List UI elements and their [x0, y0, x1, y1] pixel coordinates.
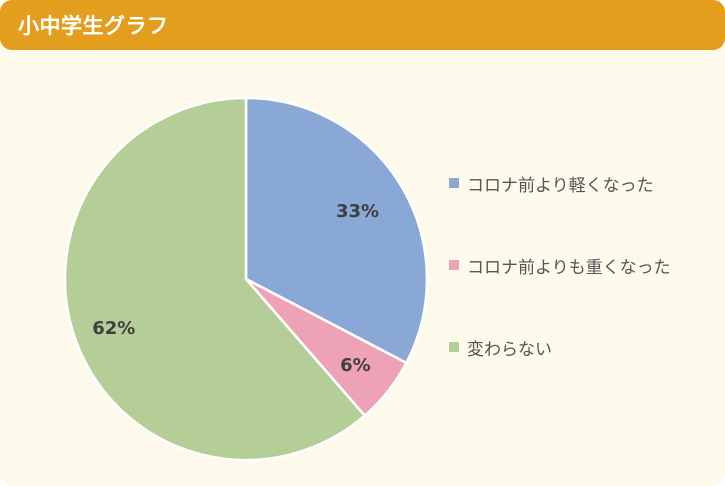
legend-label: コロナ前よりも重くなった [467, 257, 671, 278]
pie-slice [63, 96, 366, 462]
legend-item: 変わらない [449, 333, 671, 361]
pie-slice-label: 6% [340, 355, 371, 376]
legend-swatch-icon [449, 178, 459, 188]
pie-slice-labels: 33% 6% 62% [92, 201, 379, 376]
header-bar: 小中学生グラフ [0, 0, 725, 50]
pie-slice-label: 62% [92, 318, 135, 339]
pie-slice [244, 96, 429, 365]
legend: コロナ前より軽くなった コロナ前よりも重くなった 変わらない [449, 169, 671, 415]
legend-swatch-icon [449, 342, 459, 352]
pie-slice-label: 33% [336, 201, 379, 222]
legend-swatch-icon [449, 260, 459, 270]
legend-label: コロナ前より軽くなった [467, 175, 654, 196]
page-title: 小中学生グラフ [18, 14, 169, 38]
legend-item: コロナ前より軽くなった [449, 169, 671, 197]
legend-item: コロナ前よりも重くなった [449, 251, 671, 279]
legend-label: 変わらない [467, 339, 552, 360]
pie-slices [63, 96, 429, 462]
